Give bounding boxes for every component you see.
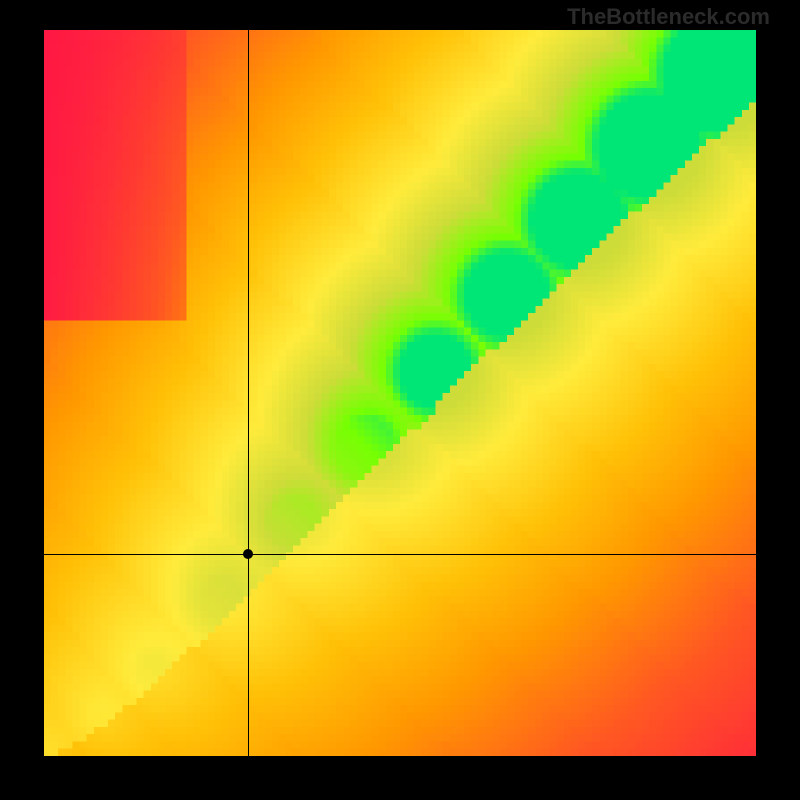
crosshair-horizontal [44, 554, 756, 555]
watermark-text: TheBottleneck.com [567, 4, 770, 30]
plot-wrapper [44, 30, 756, 756]
marker-dot [243, 549, 253, 559]
chart-container: TheBottleneck.com [0, 0, 800, 800]
heatmap-canvas [44, 30, 756, 756]
crosshair-vertical [248, 30, 249, 756]
